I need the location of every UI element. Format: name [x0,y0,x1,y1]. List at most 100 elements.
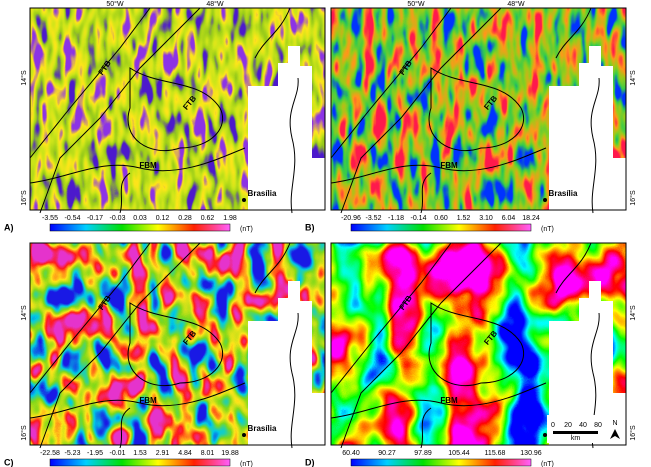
boundary-line [254,242,291,294]
latitude-label: 16°S [629,425,637,441]
colorbar-tick-label: -20.96 [341,215,361,222]
colorbar-tick-label: -0.14 [411,215,427,222]
longitude-label: 48°W [206,0,224,8]
boundary-line [127,302,223,387]
longitude-label: 50°W [106,0,124,8]
boundary-line [29,147,246,184]
colorbar-tick-label: 8.01 [201,450,215,457]
colorbar-tick-label: 1.53 [133,450,147,457]
boundary-line [330,7,452,159]
colorbar-tick-label: 130.96 [520,450,542,457]
boundary-line [330,382,547,419]
colorbar [49,458,231,467]
latitude-label: 14°S [629,305,637,321]
colorbar-tick-label: -0.17 [87,215,103,222]
colorbar-tick-label: 6.04 [502,215,516,222]
latitude-label: 16°S [629,190,637,206]
latitude-label: 14°S [20,70,28,86]
boundary-line [29,7,151,159]
boundary-line [29,242,151,394]
colorbar-tick-label: 0.03 [133,215,147,222]
scale-bar-bg [547,415,625,443]
data-gap [549,46,626,213]
boundary-line [330,147,547,184]
colorbar-tick-label: 105.44 [448,450,470,457]
boundary-line [428,302,524,387]
boundary-line [340,7,502,214]
boundary-line [119,172,131,214]
map-frame [29,7,326,211]
boundary-line [420,407,432,449]
map-frame [29,242,326,446]
colorbar [49,223,231,232]
colorbar-tick-label: 2.91 [156,450,170,457]
north-arrow [610,429,620,439]
latitude-label: 16°S [20,190,28,206]
colorbar-tick-label: -1.95 [87,450,103,457]
latitude-label: 14°S [20,305,28,321]
map-label: FBM [440,396,458,405]
map-frame [330,7,627,211]
longitude-label: 50°W [407,0,425,8]
city-marker [543,433,547,437]
city-marker [242,198,246,202]
colorbar-tick-label: 19.88 [221,450,239,457]
city-marker [543,198,547,202]
boundary-line [39,242,201,449]
data-gap [248,46,325,213]
boundary-line [29,382,246,419]
map-label: FBM [440,161,458,170]
panel-letter: A) [4,222,14,232]
colorbar-tick-label: 90.27 [378,450,396,457]
boundary-line [555,242,592,294]
scale-bar-unit: km [571,435,581,442]
scale-bar-tick: 20 [564,422,572,429]
boundary-line [289,77,299,214]
colorbar-unit: (nT) [240,226,253,233]
scale-bar [553,431,598,434]
longitude-label: 48°W [507,0,525,8]
colorbar-tick-label: -22.58 [40,450,60,457]
map-frame [330,242,627,446]
panel-letter: D) [305,457,315,467]
colorbar-tick-label: -3.52 [366,215,382,222]
boundary-line [590,77,600,214]
north-label: N [612,420,617,427]
colorbar-unit: (nT) [541,226,554,233]
panel-letter: B) [305,222,315,232]
colorbar-tick-label: 115.68 [485,450,506,457]
boundary-line [289,312,299,449]
scale-bar-tick: 40 [579,422,587,429]
boundary-line [127,67,223,152]
colorbar-tick-label: -0.03 [110,215,126,222]
data-gap [549,281,626,448]
colorbar-tick-label: 1.98 [223,215,237,222]
colorbar-tick-label: -0.54 [65,215,81,222]
map-label: FBM [139,161,157,170]
boundary-line [330,242,452,394]
colorbar-tick-label: -1.18 [388,215,404,222]
colorbar-unit: (nT) [240,461,253,467]
colorbar-tick-label: 3.10 [479,215,493,222]
colorbar [350,458,532,467]
colorbar-tick-label: -0.01 [110,450,126,457]
scale-bar-tick: 80 [594,422,602,429]
map-label: FBM [139,396,157,405]
colorbar [350,223,532,232]
city-marker [242,433,246,437]
colorbar-tick-label: 18.24 [522,215,540,222]
colorbar-tick-label: 4.84 [178,450,192,457]
colorbar-tick-label: 60.40 [342,450,360,457]
map-label: Brasília [248,424,277,433]
data-gap [248,281,325,448]
colorbar-tick-label: -3.55 [42,215,58,222]
map-panel: FTBFTBFBMBrasília14°S16°SD)60.4090.2797.… [305,242,637,467]
boundary-line [254,7,291,59]
latitude-label: 14°S [629,70,637,86]
boundary-line [428,67,524,152]
map-label: Brasília [248,189,277,198]
colorbar-tick-label: 0.60 [434,215,448,222]
